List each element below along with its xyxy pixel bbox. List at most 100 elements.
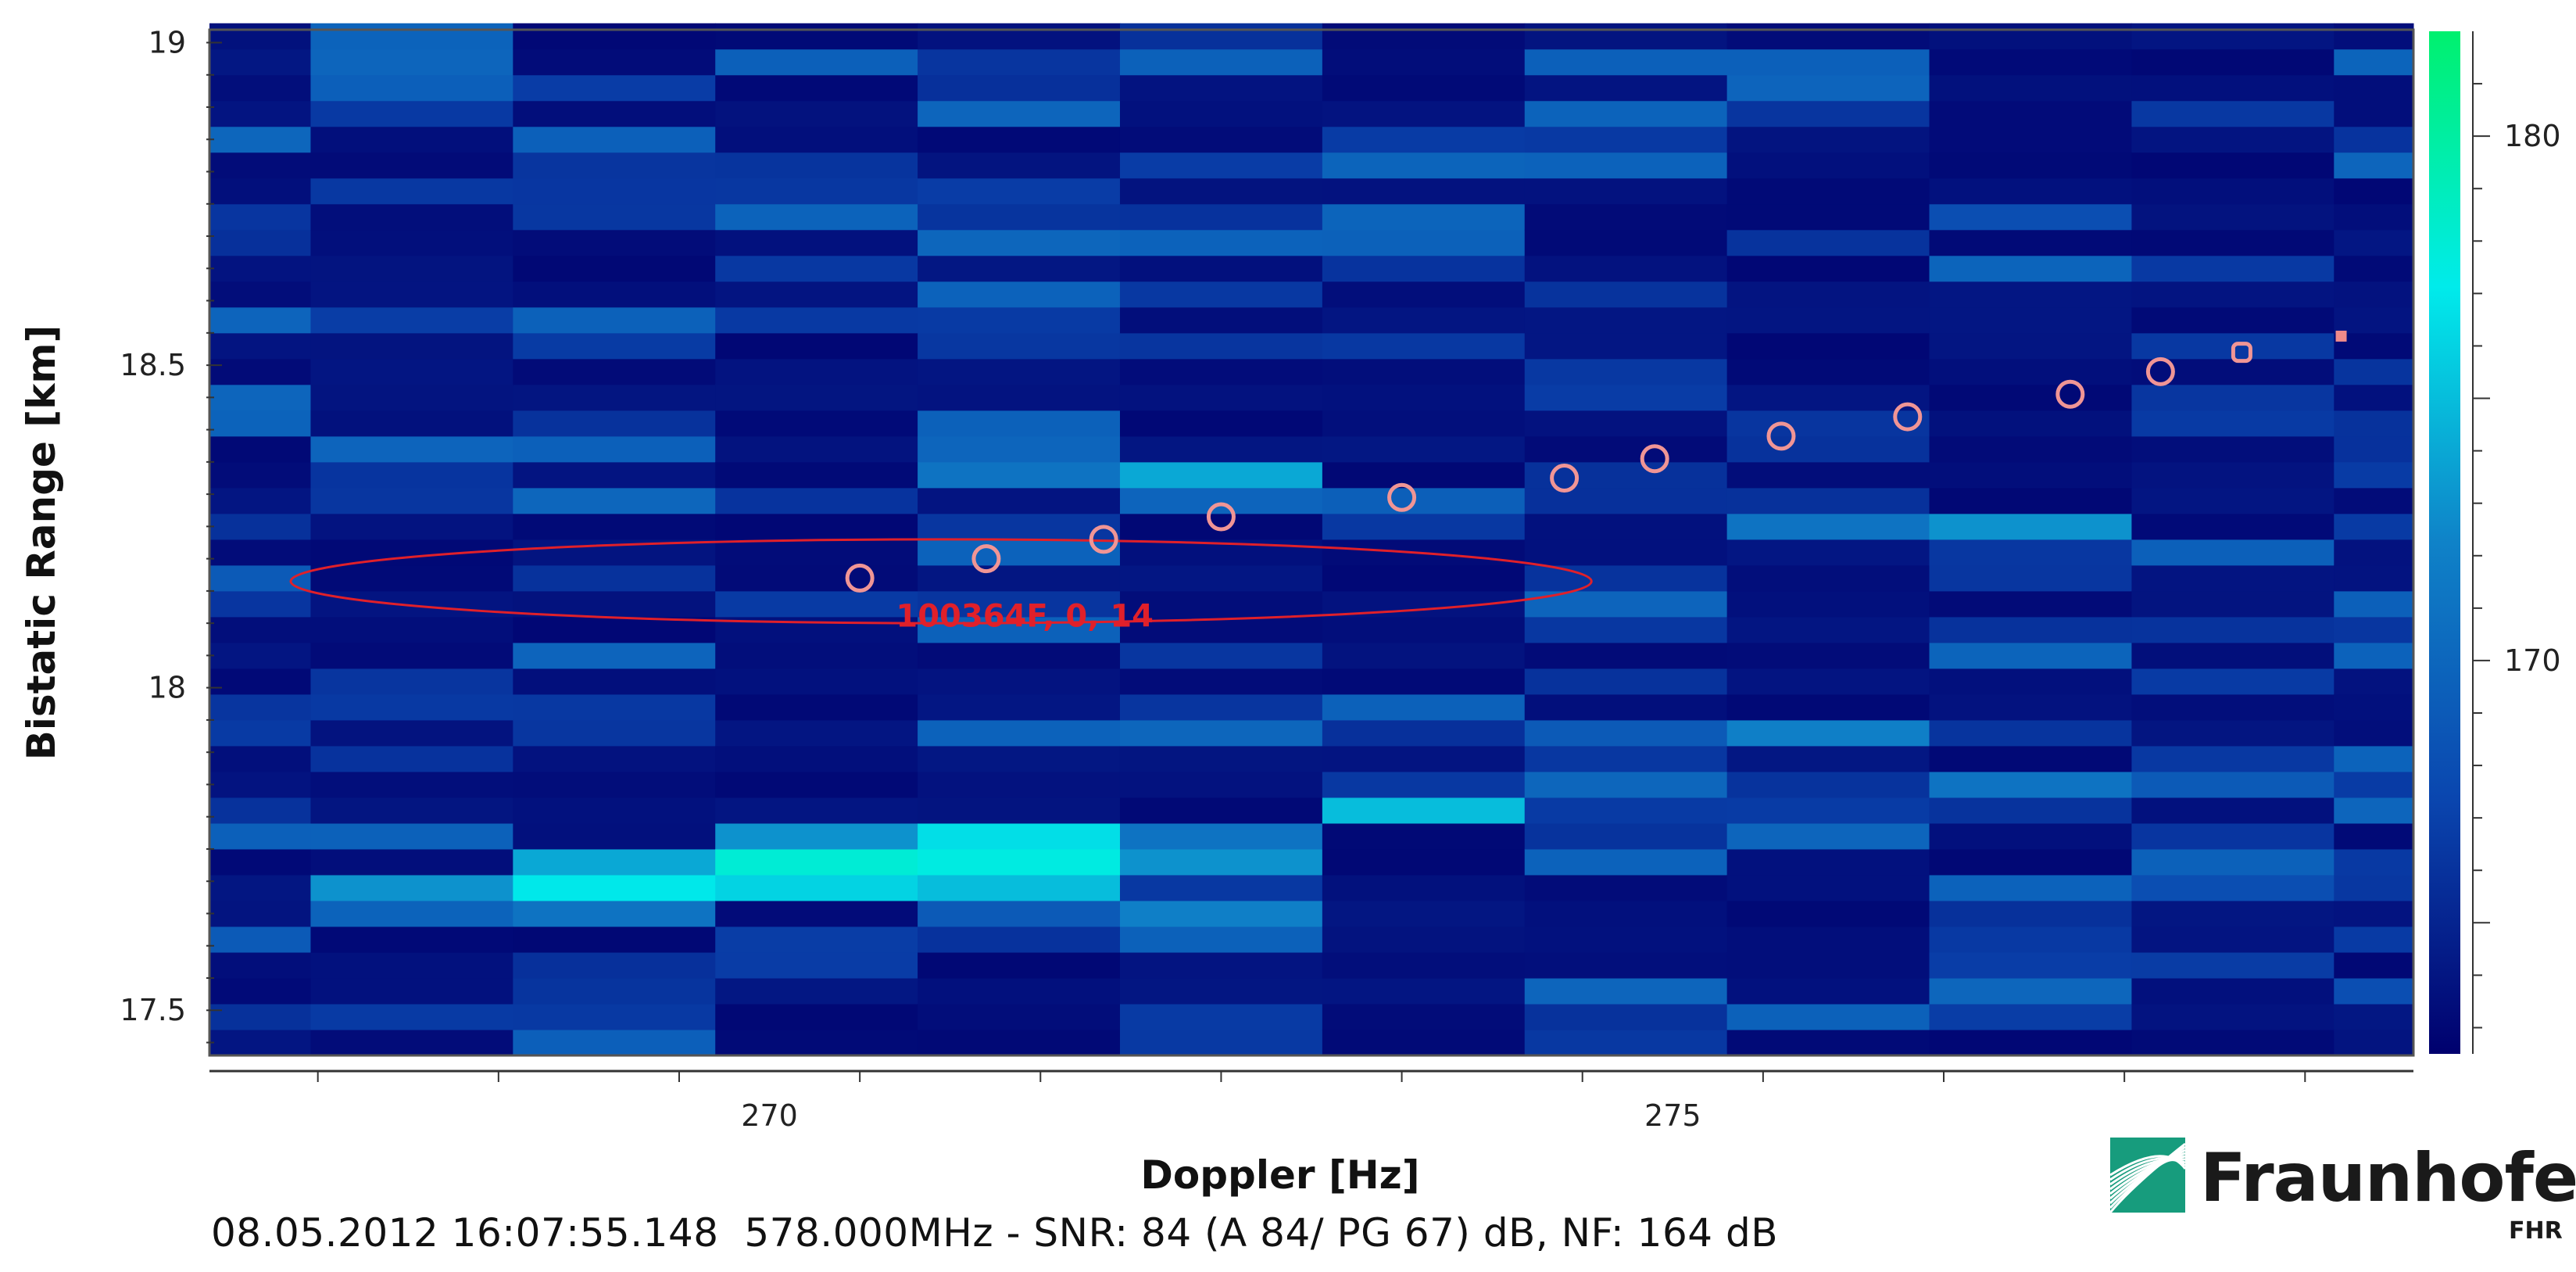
heatmap-cell: [2131, 668, 2334, 695]
heatmap-cell: [1322, 513, 1526, 540]
heatmap-cell: [918, 255, 1121, 282]
heatmap-cell: [2334, 822, 2414, 850]
heatmap-cell: [209, 435, 311, 463]
heatmap-cell: [1322, 384, 1526, 411]
heatmap-cell: [1929, 461, 2132, 489]
heatmap-cell: [1929, 848, 2132, 876]
heatmap-cell: [1524, 977, 1728, 1005]
heatmap-cell: [1726, 874, 1930, 901]
heatmap-cell: [2334, 874, 2414, 901]
heatmap-cell: [1322, 487, 1526, 514]
heatmap-cell: [1929, 564, 2132, 592]
heatmap-cell: [1929, 951, 2132, 979]
heatmap-cell: [310, 384, 513, 411]
heatmap-cell: [1929, 229, 2132, 256]
heatmap-cell: [1726, 1029, 1930, 1056]
heatmap-cell: [310, 203, 513, 231]
heatmap-cell: [1119, 23, 1323, 50]
heatmap-cell: [513, 513, 716, 540]
heatmap-cell: [1119, 745, 1323, 772]
heatmap-cell: [310, 745, 513, 772]
track-point: [971, 544, 1001, 574]
x-tick-label: 270: [741, 1098, 798, 1133]
heatmap-cell: [715, 900, 918, 927]
heatmap-cell: [1119, 410, 1323, 437]
heatmap-cell: [1929, 23, 2132, 50]
heatmap-cell: [1322, 281, 1526, 308]
heatmap-cell: [1929, 126, 2132, 153]
heatmap-cell: [1524, 513, 1728, 540]
heatmap-cell: [918, 822, 1121, 850]
heatmap-cell: [209, 126, 311, 153]
heatmap-cell: [715, 203, 918, 231]
heatmap-cell: [513, 822, 716, 850]
heatmap-cell: [1726, 564, 1930, 592]
heatmap-cell: [1726, 926, 1930, 953]
heatmap-cell: [1726, 100, 1930, 127]
heatmap-cell: [1929, 358, 2132, 385]
x-tick-label: 275: [1644, 1098, 1701, 1133]
heatmap-cell: [209, 100, 311, 127]
track-point: [1766, 421, 1796, 451]
heatmap-cell: [2131, 177, 2334, 205]
heatmap-cell: [918, 668, 1121, 695]
heatmap-cell: [715, 513, 918, 540]
heatmap-cell: [918, 848, 1121, 876]
heatmap-cell: [715, 100, 918, 127]
heatmap-cell: [1726, 900, 1930, 927]
heatmap-cell: [918, 926, 1121, 953]
heatmap-cell: [918, 410, 1121, 437]
heatmap-cell: [310, 564, 513, 592]
heatmap-cell: [918, 642, 1121, 669]
heatmap-cell: [209, 745, 311, 772]
heatmap-cell: [1726, 152, 1930, 179]
heatmap-cell: [715, 874, 918, 901]
track-point: [1387, 482, 1417, 512]
heatmap-cell: [1726, 771, 1930, 798]
heatmap-cell: [1524, 74, 1728, 102]
heatmap-cell: [1119, 358, 1323, 385]
heatmap-cell: [1726, 281, 1930, 308]
heatmap-cell: [918, 384, 1121, 411]
heatmap-cell: [1119, 177, 1323, 205]
heatmap-cell: [715, 1029, 918, 1056]
heatmap-cell: [209, 332, 311, 360]
track-point: [2335, 330, 2347, 342]
heatmap-cell: [715, 435, 918, 463]
heatmap-cell: [715, 719, 918, 747]
heatmap-cell: [1322, 100, 1526, 127]
heatmap-cell: [715, 693, 918, 721]
heatmap-cell: [1524, 745, 1728, 772]
heatmap-cell: [715, 461, 918, 489]
heatmap-cell: [715, 668, 918, 695]
colorbar-tick-label: 180: [2504, 119, 2561, 153]
heatmap-cell: [1119, 126, 1323, 153]
heatmap-cell: [1119, 255, 1323, 282]
heatmap-cell: [310, 74, 513, 102]
heatmap-cell: [310, 900, 513, 927]
heatmap-cell: [1119, 951, 1323, 979]
heatmap-cell: [1119, 513, 1323, 540]
heatmap-cell: [1726, 358, 1930, 385]
heatmap-cell: [1524, 177, 1728, 205]
heatmap-cell: [310, 977, 513, 1005]
heatmap-cell: [1929, 306, 2132, 334]
heatmap-cell: [1524, 1029, 1728, 1056]
heatmap-cell: [513, 874, 716, 901]
heatmap-cell: [513, 126, 716, 153]
heatmap-cell: [2131, 435, 2334, 463]
heatmap-cell: [1929, 100, 2132, 127]
heatmap-cell: [1524, 642, 1728, 669]
heatmap-cell: [1119, 435, 1323, 463]
heatmap-cell: [715, 1003, 918, 1030]
heatmap-cell: [1524, 951, 1728, 979]
heatmap-cell: [209, 771, 311, 798]
heatmap-cell: [2131, 797, 2334, 824]
heatmap-cell: [2334, 229, 2414, 256]
heatmap-cell: [310, 822, 513, 850]
heatmap-cell: [715, 126, 918, 153]
heatmap-cell: [513, 48, 716, 76]
heatmap-cell: [2131, 384, 2334, 411]
heatmap-cell: [1524, 797, 1728, 824]
heatmap-cell: [1119, 900, 1323, 927]
